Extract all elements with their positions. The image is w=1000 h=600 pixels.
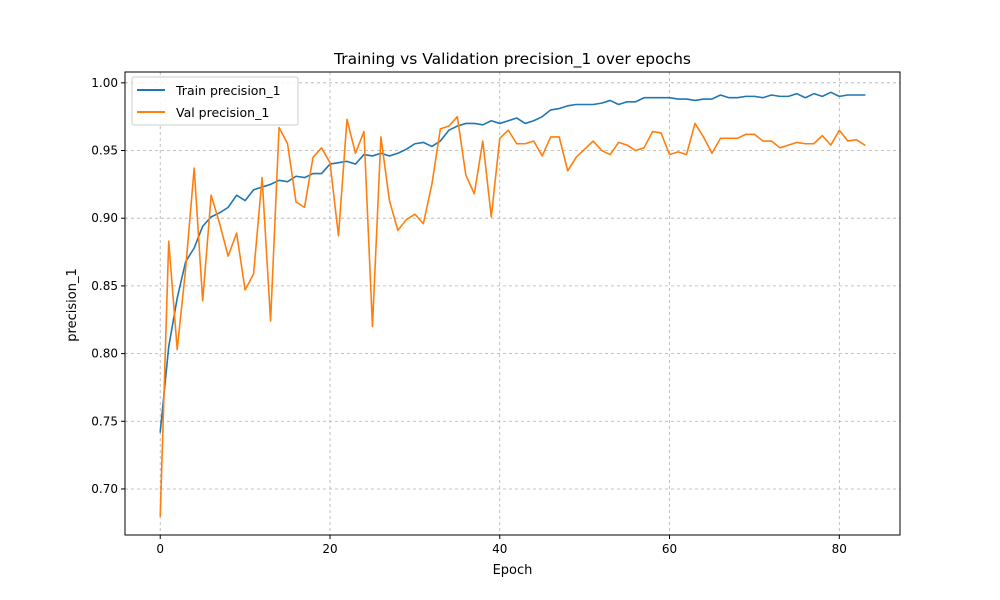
- x-axis-label: Epoch: [493, 563, 533, 578]
- x-tick-label: 60: [662, 542, 677, 556]
- y-axis-label: precision_1: [65, 268, 80, 341]
- y-tick-label: 1.00: [91, 76, 118, 90]
- tick-layer: 0 20 40 60 80 0.70 0.75 0.80 0.85 0.90 0.95 1.00: [91, 76, 847, 556]
- plot-frame: [124, 71, 901, 536]
- y-tick-label: 0.85: [91, 279, 118, 293]
- legend-label-val: Val precision_1: [176, 105, 269, 120]
- grid-layer: [125, 72, 900, 535]
- chart-title: Training vs Validation precision_1 over …: [333, 50, 691, 69]
- series-line-val: [159, 115, 866, 517]
- legend-box: [131, 76, 299, 126]
- x-tick-label: 0: [156, 542, 164, 556]
- y-tick-label: 0.80: [91, 347, 118, 361]
- y-tick-label: 0.70: [91, 482, 118, 496]
- legend-label-train: Train precision_1: [175, 83, 281, 98]
- series-layer: [159, 91, 866, 517]
- y-tick-label: 0.90: [91, 211, 118, 225]
- x-tick-label: 20: [322, 542, 337, 556]
- series-line-train: [159, 91, 866, 433]
- x-tick-label: 80: [832, 542, 847, 556]
- y-tick-label: 0.95: [91, 144, 118, 158]
- x-tick-label: 40: [492, 542, 507, 556]
- legend: Train precision_1 Val precision_1: [131, 76, 299, 126]
- y-tick-label: 0.75: [91, 414, 118, 428]
